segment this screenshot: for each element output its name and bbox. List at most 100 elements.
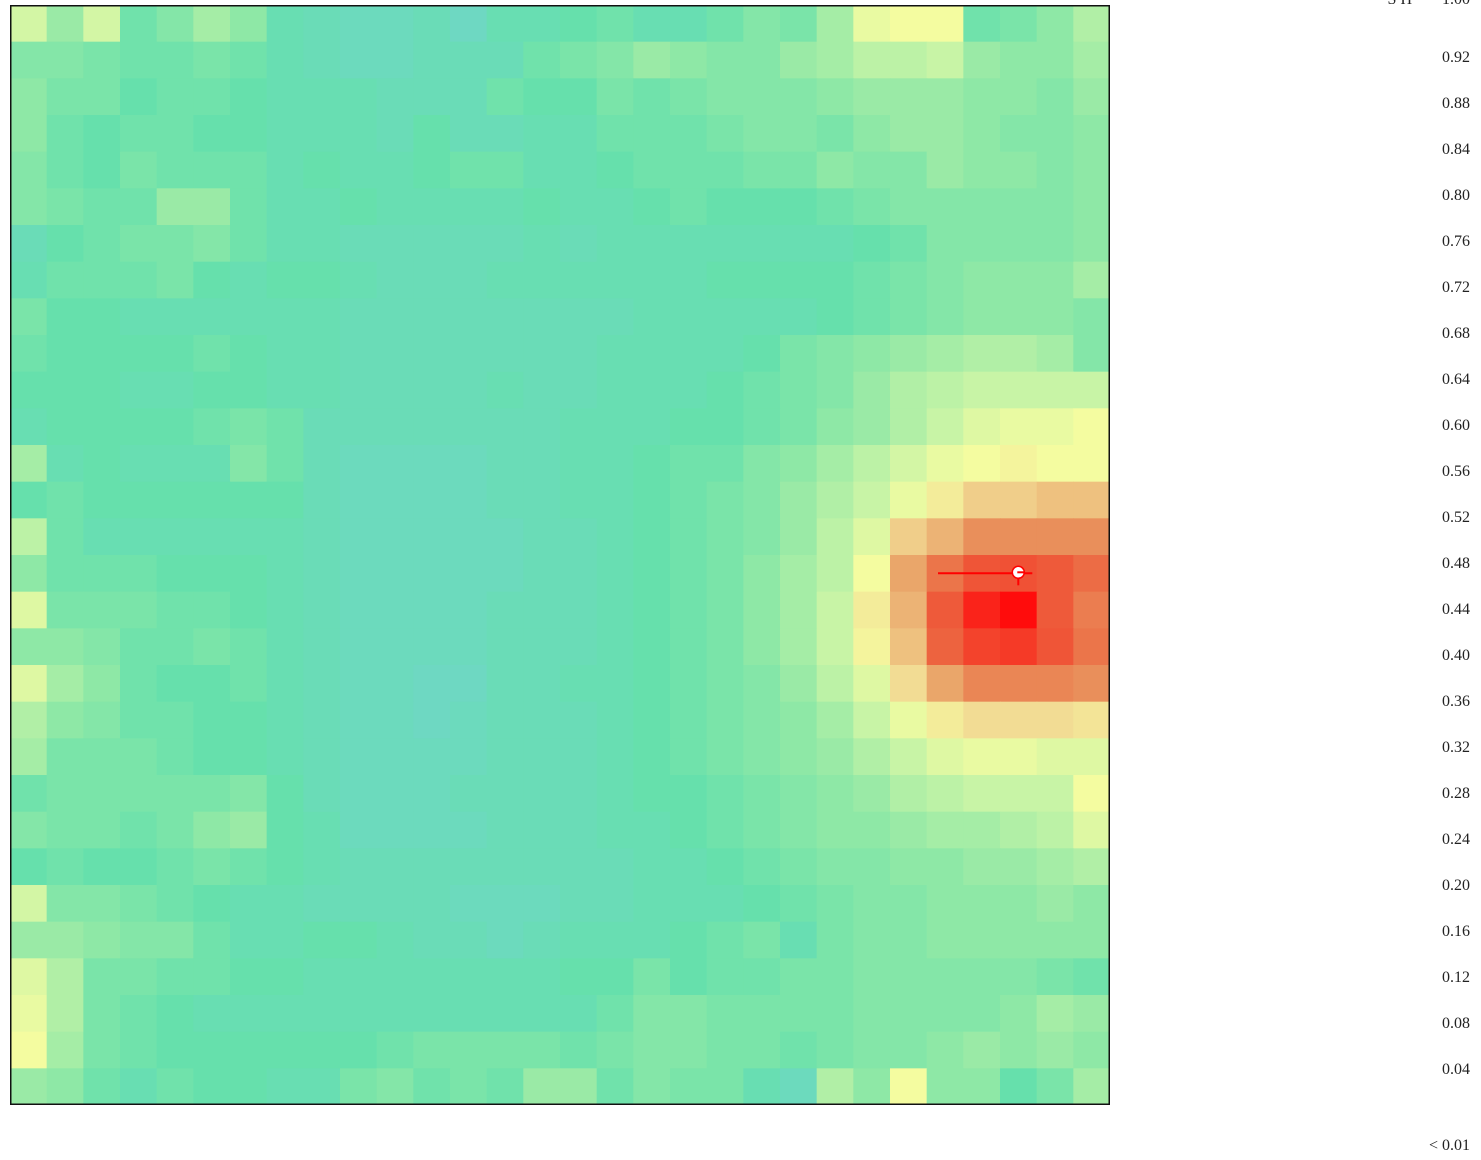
heatmap-cell (120, 738, 158, 776)
heatmap-cell (83, 261, 121, 299)
heatmap-cell (706, 591, 744, 629)
heatmap-cell (926, 591, 964, 629)
heatmap-cell (230, 958, 268, 996)
heatmap-cell (303, 115, 341, 153)
heatmap-cell (560, 1068, 598, 1105)
scale-tick-label: 0.64 (1442, 371, 1470, 388)
heatmap-cell (853, 518, 891, 556)
heatmap-cell (120, 921, 158, 959)
heatmap-cell (633, 738, 671, 776)
heatmap-cell (890, 225, 928, 263)
heatmap-cell (303, 518, 341, 556)
heatmap-cell (46, 811, 84, 849)
heatmap-cell (83, 41, 121, 79)
heatmap-cell (486, 408, 524, 446)
heatmap-cell (486, 78, 524, 116)
heatmap-cell (1000, 921, 1038, 959)
heatmap-cell (266, 335, 304, 373)
heatmap-cell (1000, 225, 1038, 263)
heatmap-cell (596, 445, 634, 483)
heatmap-cell (963, 921, 1001, 959)
heatmap-cell (926, 298, 964, 336)
heatmap-cell (46, 408, 84, 446)
heatmap-cell (743, 78, 781, 116)
heatmap-cell (743, 555, 781, 593)
heatmap-cell (743, 848, 781, 886)
heatmap-cell (743, 811, 781, 849)
heatmap-cell (670, 261, 708, 299)
heatmap-cell (1000, 335, 1038, 373)
heatmap-cell (1073, 445, 1110, 483)
heatmap-cell (1000, 261, 1038, 299)
heatmap-cell (816, 481, 854, 519)
heatmap-cell (890, 115, 928, 153)
heatmap-cell (926, 995, 964, 1033)
heatmap-cell (963, 115, 1001, 153)
heatmap-cell (230, 1068, 268, 1105)
heatmap-cell (1000, 738, 1038, 776)
heatmap-cell (1036, 115, 1074, 153)
heatmap-cell (46, 775, 84, 813)
heatmap-cell (340, 665, 378, 703)
heatmap-cell (706, 775, 744, 813)
heatmap-cell (706, 115, 744, 153)
heatmap-cell (560, 481, 598, 519)
heatmap-cell (156, 701, 194, 739)
heatmap-cell (266, 445, 304, 483)
heatmap-cell (560, 958, 598, 996)
heatmap-cell (376, 335, 414, 373)
heatmap-cell (890, 1031, 928, 1069)
heatmap-cell (596, 261, 634, 299)
heatmap-cell (1000, 775, 1038, 813)
heatmap-cell (890, 371, 928, 409)
heatmap-cell (560, 188, 598, 226)
heatmap-cell (523, 261, 561, 299)
heatmap-cell (303, 151, 341, 189)
scale-tick-label: 0.80 (1442, 187, 1470, 204)
heatmap-cell (486, 481, 524, 519)
heatmap-cell (596, 628, 634, 666)
heatmap-cell (560, 298, 598, 336)
heatmap-cell (1000, 445, 1038, 483)
heatmap-cell (596, 188, 634, 226)
heatmap-cell (523, 775, 561, 813)
heatmap-cell (340, 885, 378, 923)
heatmap-cell (853, 481, 891, 519)
heatmap-cell (83, 885, 121, 923)
heatmap-cell (376, 1031, 414, 1069)
heatmap-cell (10, 261, 48, 299)
heatmap-cell (523, 811, 561, 849)
heatmap-cell (413, 995, 451, 1033)
heatmap (10, 5, 1110, 1105)
heatmap-cell (523, 628, 561, 666)
heatmap-cell (120, 518, 158, 556)
heatmap-cell (780, 481, 818, 519)
heatmap-cell (523, 41, 561, 79)
heatmap-cell (853, 591, 891, 629)
heatmap-cell (120, 555, 158, 593)
heatmap-cell (156, 555, 194, 593)
heatmap-cell (780, 958, 818, 996)
heatmap-cell (890, 445, 928, 483)
heatmap-cell (303, 481, 341, 519)
heatmap-cell (963, 5, 1001, 43)
heatmap-cell (376, 115, 414, 153)
heatmap-cell (156, 921, 194, 959)
scale-tick-label: 0.44 (1442, 601, 1470, 618)
heatmap-cell (963, 811, 1001, 849)
heatmap-cell (230, 225, 268, 263)
heatmap-cell (596, 701, 634, 739)
heatmap-cell (853, 5, 891, 43)
heatmap-cell (926, 335, 964, 373)
heatmap-cell (926, 408, 964, 446)
heatmap-cell (413, 921, 451, 959)
heatmap-cell (120, 151, 158, 189)
heatmap-cell (1000, 995, 1038, 1033)
heatmap-cell (560, 371, 598, 409)
heatmap-cell (523, 738, 561, 776)
heatmap-cell (780, 921, 818, 959)
heatmap-cell (890, 41, 928, 79)
heatmap-cell (193, 995, 231, 1033)
heatmap-cell (706, 921, 744, 959)
heatmap-cell (743, 481, 781, 519)
